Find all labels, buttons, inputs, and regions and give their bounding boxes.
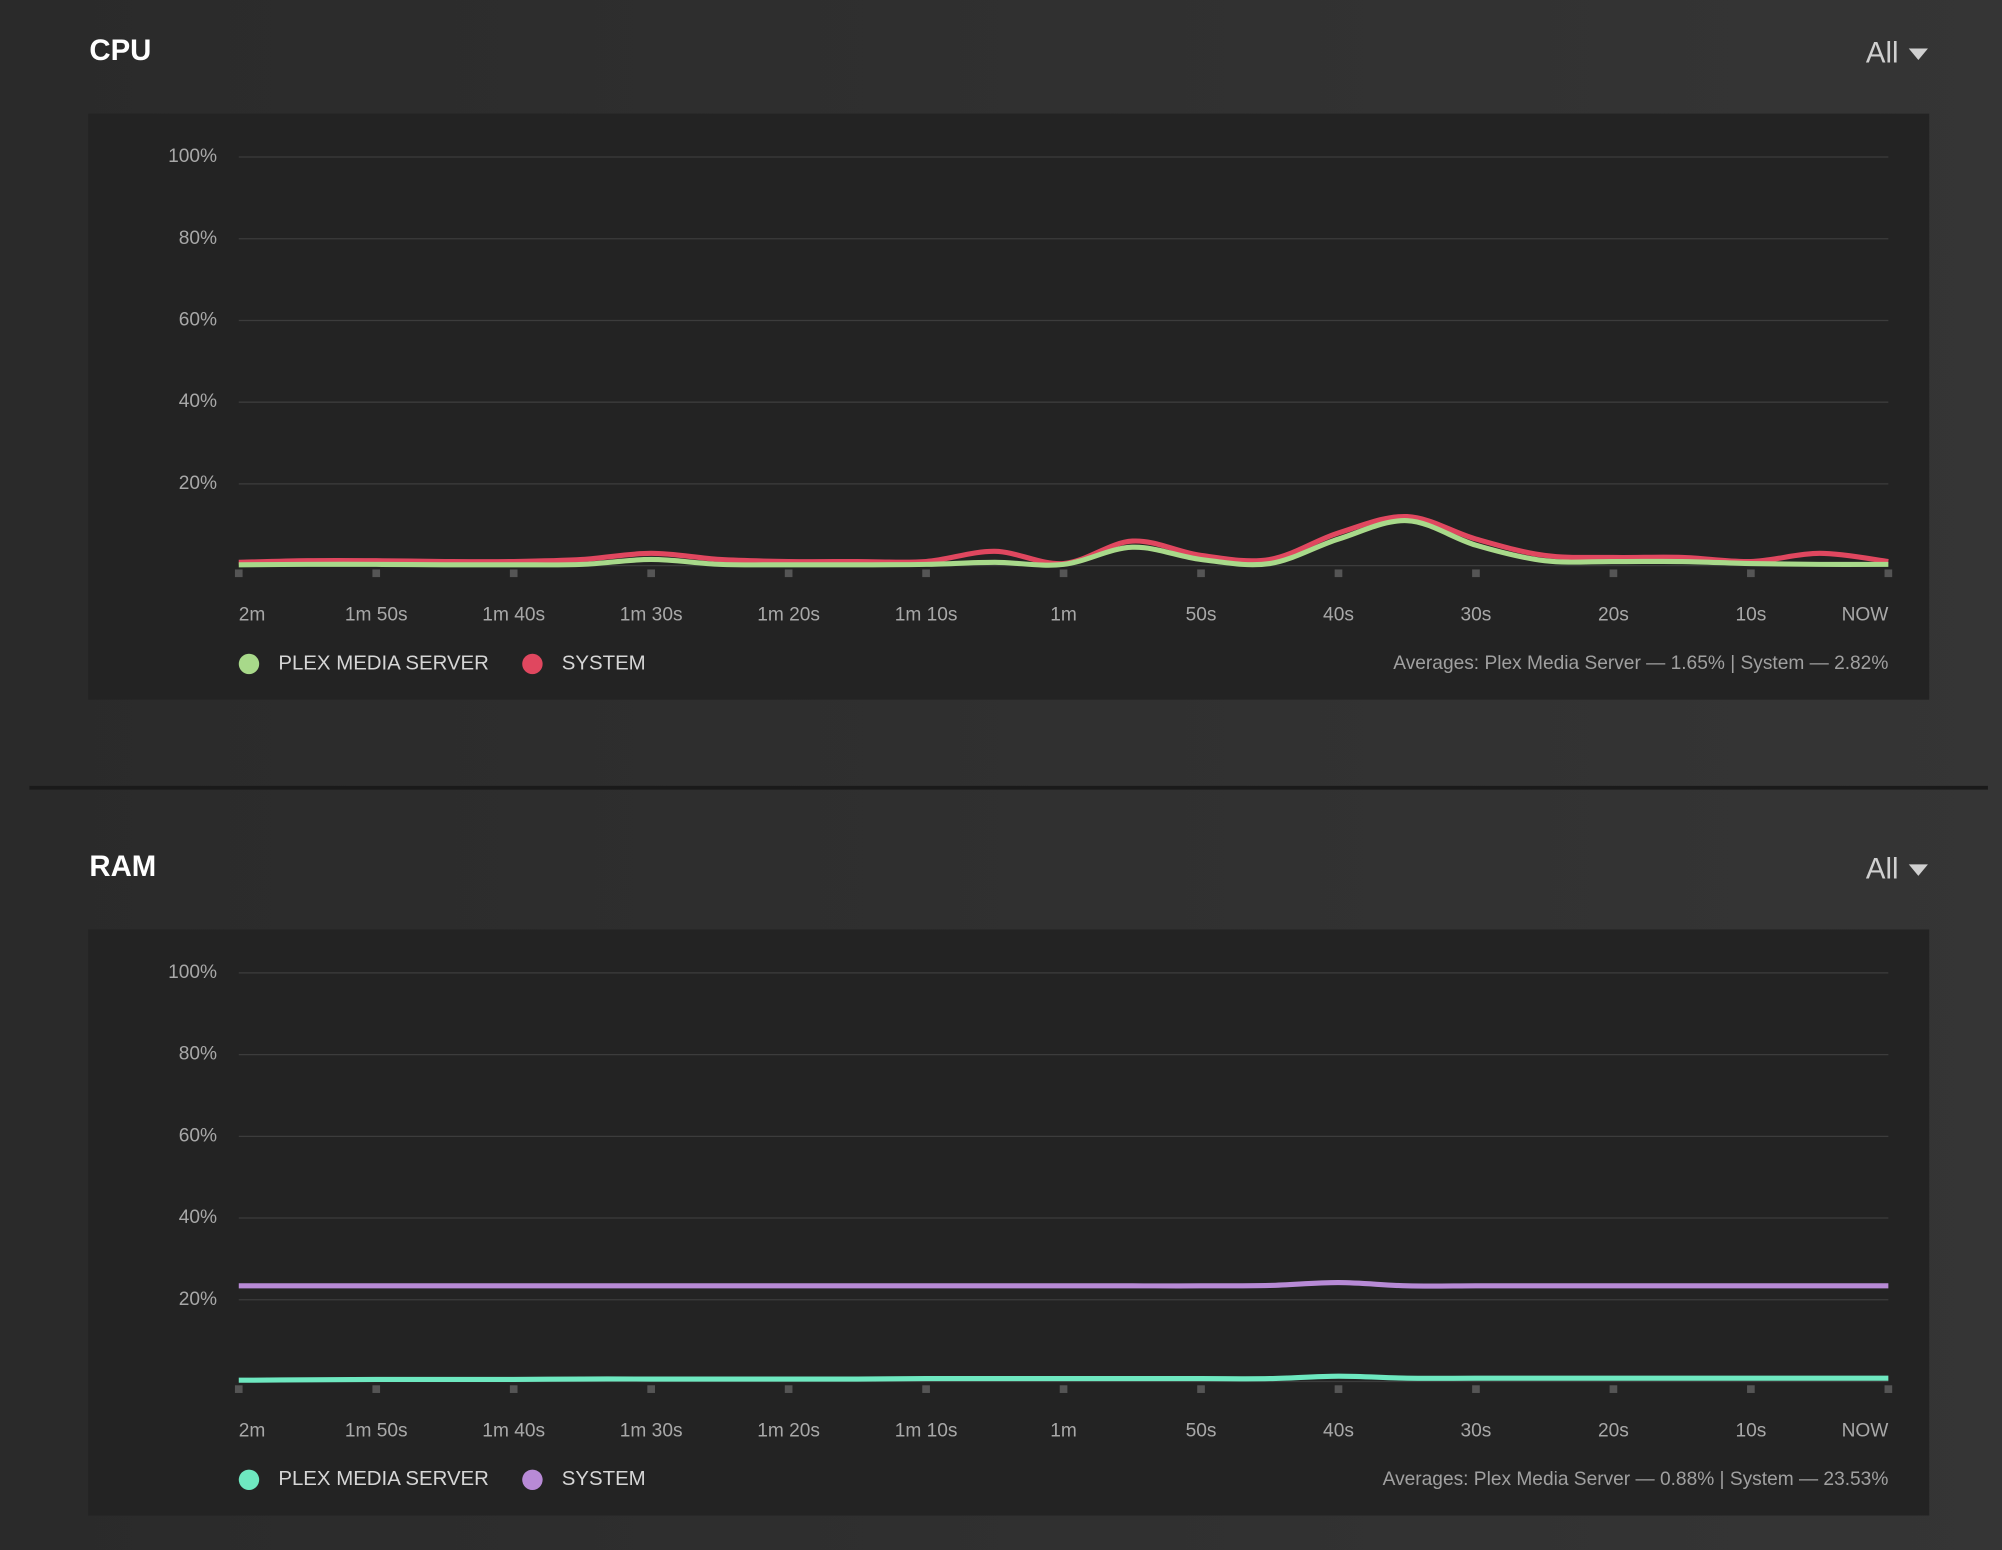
x-tick-label: 2m [239, 1420, 266, 1441]
averages-note: Averages: Plex Media Server — 1.65% | Sy… [1393, 653, 1888, 674]
x-tick-label: 10s [1735, 1420, 1766, 1441]
legend-swatch [522, 1469, 543, 1490]
x-tick-mark [1884, 1385, 1893, 1393]
x-tick-mark [1884, 569, 1893, 578]
x-tick-label: 1m 10s [895, 604, 958, 625]
x-tick-mark [1472, 1385, 1480, 1393]
legend-swatch [238, 1469, 260, 1490]
series-line [238, 1373, 1889, 1383]
x-tick-label: 20s [1598, 604, 1629, 625]
legend-label: PLEX MEDIA SERVER [278, 1468, 489, 1490]
y-tick-label: 100% [168, 962, 217, 983]
x-tick-label: 2m [239, 604, 266, 625]
x-tick-mark [372, 569, 381, 578]
legend-swatch [522, 653, 543, 675]
x-tick-mark [1197, 1385, 1205, 1393]
x-tick-mark [647, 1385, 655, 1393]
legend-swatch [238, 653, 260, 675]
x-tick-mark [1334, 569, 1343, 578]
legend-label: SYSTEM [562, 652, 646, 674]
legend-label: PLEX MEDIA SERVER [278, 652, 489, 674]
x-tick-label: 30s [1461, 1420, 1492, 1441]
y-tick-label: 100% [168, 146, 217, 167]
chart-panel [88, 113, 1930, 700]
x-tick-label: 40s [1323, 604, 1354, 625]
y-tick-label: 40% [179, 1207, 217, 1228]
x-tick-label: 10s [1735, 604, 1766, 625]
x-tick-label: NOW [1842, 1420, 1889, 1441]
x-tick-mark [1609, 1385, 1618, 1393]
panel-title: CPU [89, 34, 151, 67]
x-tick-label: 1m 20s [757, 604, 820, 625]
averages-note: Averages: Plex Media Server — 0.88% | Sy… [1383, 1469, 1889, 1490]
x-tick-mark [372, 1385, 381, 1393]
dropdown-arrow[interactable] [1908, 48, 1928, 61]
dropdown[interactable]: All [1866, 37, 1899, 70]
x-tick-label: 1m [1050, 1420, 1077, 1441]
x-tick-label: 20s [1598, 1420, 1629, 1441]
series-line [238, 518, 1889, 568]
x-tick-label: NOW [1842, 604, 1889, 625]
y-tick-label: 80% [179, 1044, 217, 1065]
x-tick-mark [234, 1385, 243, 1393]
x-tick-label: 1m 20s [757, 1420, 820, 1441]
x-tick-mark [1334, 1385, 1343, 1393]
x-tick-mark [1609, 569, 1618, 578]
x-tick-label: 1m 40s [482, 604, 545, 625]
x-tick-label: 1m 30s [620, 1420, 683, 1441]
y-tick-label: 40% [179, 391, 217, 412]
x-tick-mark [1197, 569, 1205, 578]
y-tick-label: 20% [179, 473, 217, 494]
x-tick-label: 1m 50s [345, 1420, 408, 1441]
x-tick-label: 1m 30s [620, 604, 683, 625]
y-tick-label: 60% [179, 1125, 217, 1146]
x-tick-mark [784, 569, 793, 578]
panel-title: RAM [89, 850, 156, 883]
x-tick-label: 1m 40s [482, 1420, 545, 1441]
x-tick-mark [509, 569, 518, 578]
x-tick-mark [1059, 1385, 1068, 1393]
x-tick-mark [784, 1385, 793, 1393]
x-tick-mark [647, 569, 655, 578]
y-tick-label: 80% [179, 228, 217, 249]
x-tick-mark [922, 1385, 930, 1393]
y-tick-label: 60% [179, 310, 217, 331]
chart-panel [88, 929, 1930, 1516]
x-tick-mark [1747, 1385, 1755, 1393]
legend-label: SYSTEM [562, 1468, 646, 1490]
x-tick-mark [509, 1385, 518, 1393]
dropdown[interactable]: All [1866, 853, 1899, 886]
series-line [238, 1280, 1889, 1289]
x-tick-label: 50s [1186, 1420, 1217, 1441]
x-tick-mark [1472, 569, 1480, 578]
x-tick-label: 30s [1461, 604, 1492, 625]
x-tick-label: 40s [1323, 1420, 1354, 1441]
x-tick-label: 50s [1186, 604, 1217, 625]
x-tick-label: 1m 10s [895, 1420, 958, 1441]
x-tick-mark [1059, 569, 1068, 578]
x-tick-mark [1747, 569, 1755, 578]
dropdown-arrow[interactable] [1908, 864, 1928, 876]
x-tick-label: 1m [1050, 604, 1077, 625]
x-tick-mark [922, 569, 930, 578]
y-tick-label: 20% [179, 1289, 217, 1310]
x-tick-label: 1m 50s [345, 604, 408, 625]
x-tick-mark [234, 569, 243, 578]
